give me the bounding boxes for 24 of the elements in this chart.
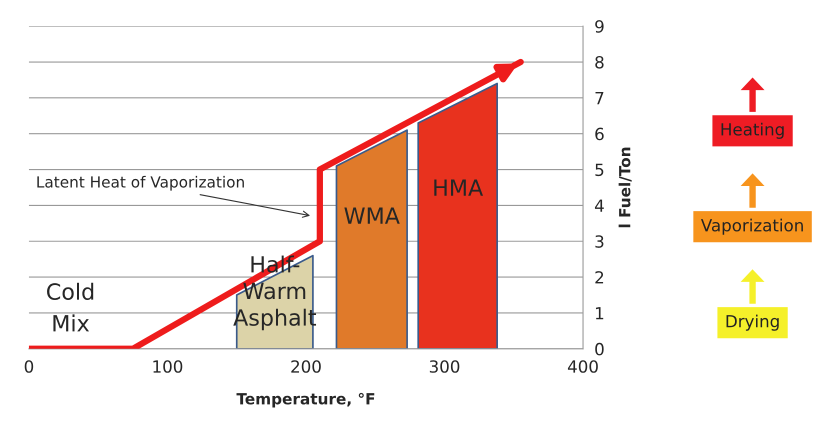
y-tick-label: 1 [596, 307, 604, 320]
series-label: WMA [344, 208, 400, 224]
y-axis-title: l Fuel/Ton [618, 148, 632, 228]
y-tick-label: 0 [595, 342, 604, 356]
y-tick-label: 8 [595, 56, 604, 69]
y-tick-label: 7 [596, 92, 604, 104]
text: Heating [722, 122, 784, 139]
x-tick-label: 400 [568, 360, 598, 373]
y-tick-label: 5 [595, 164, 604, 176]
y-tick-label: 9 [595, 20, 604, 33]
series-label: HMA [434, 180, 484, 196]
y-tick-label: 4 [594, 200, 604, 212]
x-axis-title: Temperature, °F [236, 392, 374, 408]
annotation: Cold Mix [47, 282, 94, 332]
x-tick-label: 0 [24, 360, 34, 373]
y-tick-label: 2 [595, 271, 604, 284]
x-tick-label: 100 [153, 360, 182, 373]
text: Vaporization [700, 218, 803, 235]
annotation: Latent Heat of Vaporization [37, 176, 244, 191]
y-tick-label: 3 [595, 235, 604, 248]
y-tick-label: 6 [595, 128, 604, 140]
x-tick-label: 200 [291, 360, 321, 373]
x-tick-label: 300 [430, 360, 460, 373]
text: Drying [726, 314, 779, 331]
